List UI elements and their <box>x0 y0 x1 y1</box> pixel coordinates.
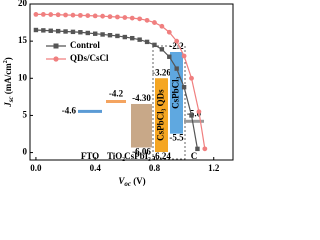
y-tick-label: 10 <box>18 72 28 82</box>
marker <box>85 13 91 18</box>
marker <box>181 85 187 90</box>
y-tick-label: 5 <box>23 109 28 119</box>
x-tick-label: 0.8 <box>149 163 161 173</box>
marker <box>174 66 179 71</box>
level-label: -6.24 <box>152 151 171 161</box>
plot-frame <box>29 3 234 161</box>
x-axis-label: Voc (V) <box>118 176 145 188</box>
marker <box>144 17 150 23</box>
band-box <box>155 78 168 152</box>
marker <box>196 109 202 115</box>
level-label: -4.2 <box>109 89 124 99</box>
y-tick-label: 0 <box>23 147 28 157</box>
dashed-box <box>152 45 186 160</box>
marker <box>174 38 180 44</box>
marker <box>202 146 208 152</box>
material-label: CsPbI₃ <box>124 151 151 161</box>
marker <box>48 28 53 33</box>
marker <box>166 29 172 35</box>
marker <box>48 12 54 17</box>
y-label-unit: (mA/cm <box>3 63 13 97</box>
level-label: -3.26 <box>152 67 171 77</box>
marker <box>189 113 194 118</box>
marker <box>40 12 46 17</box>
marker <box>92 13 98 19</box>
marker <box>33 12 39 17</box>
marker <box>100 13 106 19</box>
marker <box>137 16 143 22</box>
level-label: -5.0 <box>187 108 202 118</box>
marker <box>122 15 128 20</box>
material-label: TiO₂ <box>107 151 125 161</box>
marker <box>41 28 46 33</box>
marker <box>195 146 200 152</box>
marker <box>152 42 157 48</box>
x-tick-label: 0.4 <box>90 163 102 173</box>
marker <box>33 27 39 33</box>
marker <box>137 37 142 42</box>
marker <box>115 33 120 39</box>
x-tick-label: 0.0 <box>30 163 42 173</box>
material-label: C <box>191 151 198 161</box>
marker <box>100 32 105 37</box>
level-bar <box>184 119 204 123</box>
level-label: -5.5 <box>169 133 184 143</box>
marker <box>181 53 187 59</box>
level-bar <box>106 100 126 103</box>
y-label-symbol: J <box>3 102 13 108</box>
y-tick-label: 15 <box>18 35 28 45</box>
marker <box>167 54 172 59</box>
y-label-sup: 2 <box>3 60 9 63</box>
legend-label: QDs/CsCl <box>70 53 109 63</box>
marker <box>55 28 61 34</box>
marker <box>144 39 150 45</box>
marker <box>122 34 128 40</box>
marker <box>130 35 135 41</box>
legend-marker <box>53 56 59 62</box>
level-label: -4.30 <box>132 93 151 103</box>
marker <box>129 15 135 21</box>
level-label: -4.6 <box>62 105 77 115</box>
x-tick-label: 1.2 <box>208 163 220 173</box>
marker <box>159 47 165 52</box>
marker <box>77 12 83 18</box>
marker <box>107 14 113 20</box>
marker <box>92 31 98 36</box>
band-box <box>131 103 152 148</box>
marker <box>189 75 194 81</box>
material-label: CsPbCl₃ QDs <box>156 89 166 141</box>
level-bar <box>78 109 102 113</box>
marker <box>78 30 83 35</box>
marker <box>159 23 165 29</box>
marker <box>70 12 76 18</box>
marker <box>63 29 68 34</box>
x-label-unit: (V) <box>131 176 146 186</box>
marker <box>115 14 120 20</box>
level-label: -6.06 <box>132 147 151 157</box>
y-tick-label: 20 <box>18 0 28 8</box>
marker <box>55 12 61 18</box>
marker <box>152 20 157 25</box>
level-label: -2.2 <box>169 41 184 51</box>
page: Jsc (mA/cm2) Voc (V) 0 5 10 15 20 0.0 0.4 0.8 1.… <box>3 0 234 188</box>
legend-marker <box>53 43 59 49</box>
x-label-symbol: V <box>118 176 125 186</box>
material-label: CsPbCl₃ <box>171 76 181 109</box>
material-label: FTO <box>81 151 99 161</box>
y-axis-label: Jsc (mA/cm2) <box>3 57 15 108</box>
y-label-sub: sc <box>7 96 15 103</box>
marker <box>107 33 113 38</box>
x-label-sub: oc <box>124 180 131 188</box>
marker <box>70 29 76 35</box>
chart: Jsc (mA/cm2) Voc (V) 0 5 10 15 20 0.0 0.4 0.8 1.… <box>3 0 234 188</box>
marker <box>63 12 68 18</box>
legend-label: Control <box>70 40 100 50</box>
y-label-close: ) <box>3 57 13 60</box>
band-box <box>170 52 183 134</box>
marker <box>85 30 90 36</box>
